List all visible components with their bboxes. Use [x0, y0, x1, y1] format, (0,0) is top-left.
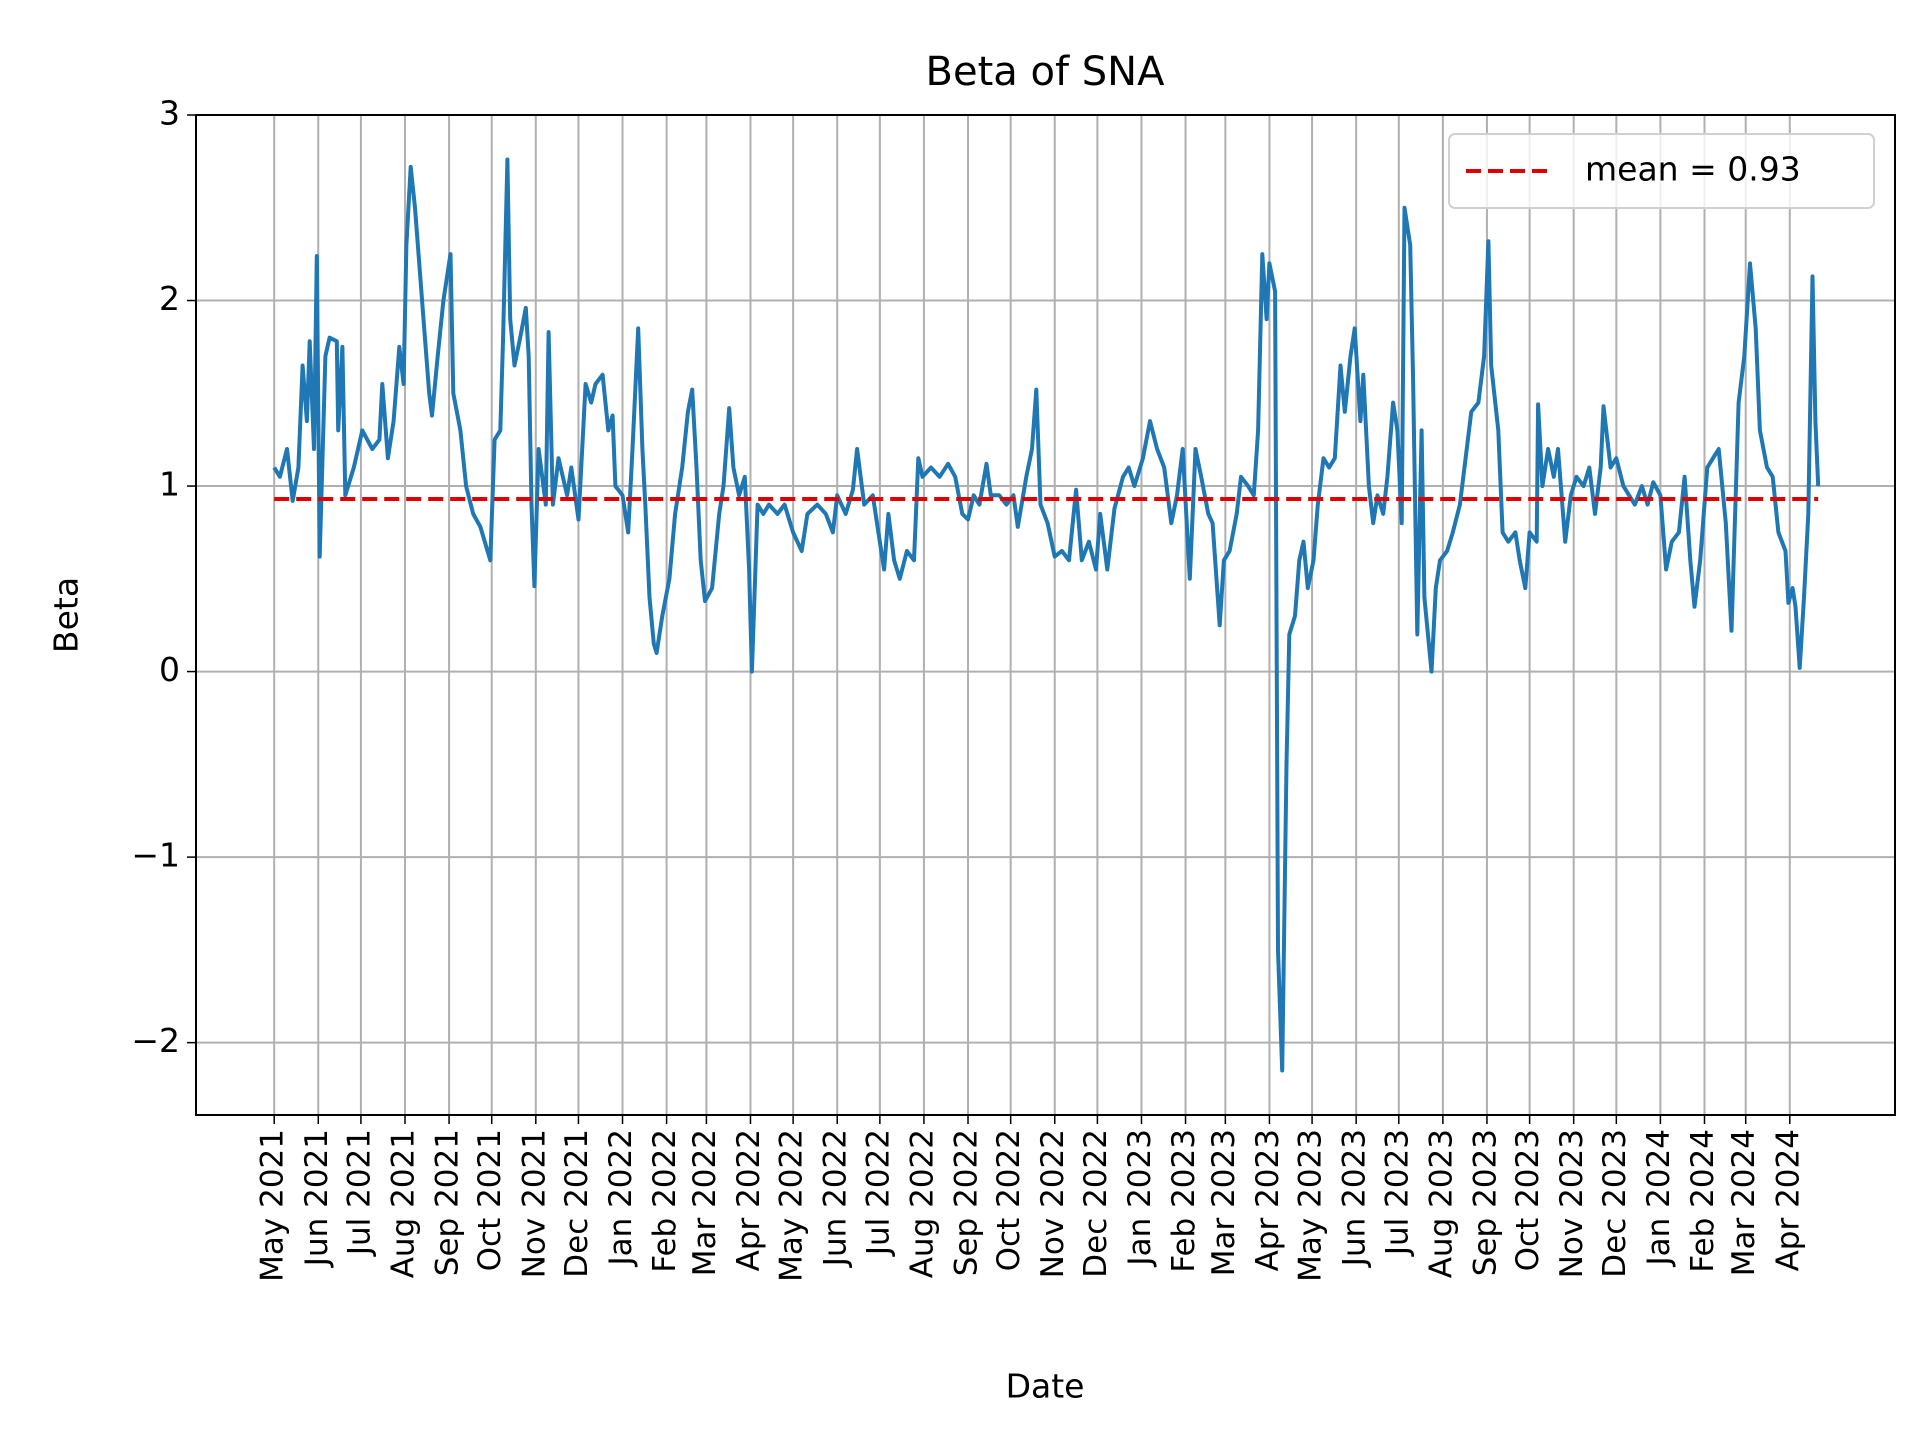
x-tick-label: Jan 2024: [1641, 1129, 1677, 1268]
x-tick-label: Apr 2024: [1770, 1129, 1806, 1271]
y-tick-label: −1: [131, 836, 180, 875]
legend-label: mean = 0.93: [1585, 150, 1801, 189]
x-tick-label: Oct 2021: [472, 1129, 508, 1271]
x-tick-label: Jul 2022: [860, 1129, 896, 1257]
legend-box: [1448, 133, 1875, 209]
y-tick-label: −2: [131, 1021, 180, 1060]
y-tick-label: 2: [159, 279, 180, 318]
plot-frame: [195, 114, 1896, 1116]
x-tick-label: Jul 2023: [1379, 1129, 1415, 1257]
x-tick-label: Nov 2021: [516, 1129, 552, 1278]
x-axis-label: Date: [1006, 1367, 1085, 1406]
x-tick-label: Oct 2023: [1510, 1129, 1546, 1271]
x-tick-label: Aug 2022: [904, 1129, 940, 1278]
y-tick-label: 3: [159, 94, 180, 133]
x-tick-label: Sep 2022: [949, 1129, 985, 1276]
x-tick-label: Jan 2023: [1122, 1129, 1158, 1268]
x-tick-label: Apr 2022: [731, 1129, 767, 1271]
x-tick-label: Mar 2023: [1206, 1129, 1242, 1276]
x-tick-label: Dec 2021: [559, 1129, 595, 1278]
x-tick-label: Oct 2022: [991, 1129, 1027, 1271]
y-tick-label: 0: [159, 650, 180, 689]
x-tick-label: Dec 2022: [1078, 1129, 1114, 1278]
x-tick-label: Feb 2022: [647, 1129, 683, 1273]
x-tick-label: Jun 2021: [299, 1129, 335, 1268]
x-tick-label: Feb 2024: [1685, 1129, 1721, 1273]
x-tick-label: May 2023: [1293, 1129, 1329, 1282]
x-tick-label: Jan 2022: [603, 1129, 639, 1268]
x-tick-label: Jul 2021: [341, 1129, 377, 1257]
x-tick-label: Sep 2023: [1467, 1129, 1503, 1276]
x-tick-label: Jun 2022: [818, 1129, 854, 1268]
x-tick-label: Dec 2023: [1597, 1129, 1633, 1278]
x-tick-label: Nov 2022: [1035, 1129, 1071, 1278]
y-tick-label: 1: [159, 465, 180, 504]
x-tick-label: Aug 2021: [385, 1129, 421, 1278]
y-axis-label: Beta: [47, 577, 86, 653]
data-line: [272, 157, 1821, 1073]
x-tick-label: Mar 2022: [687, 1129, 723, 1276]
x-tick-label: Apr 2023: [1250, 1129, 1286, 1271]
x-tick-label: Feb 2023: [1166, 1129, 1202, 1273]
x-tick-label: Jun 2023: [1337, 1129, 1373, 1268]
x-tick-label: Mar 2024: [1726, 1129, 1762, 1276]
x-tick-label: Nov 2023: [1554, 1129, 1590, 1278]
x-tick-label: Aug 2023: [1423, 1129, 1459, 1278]
x-tick-label: Sep 2021: [430, 1129, 466, 1276]
chart-title: Beta of SNA: [926, 49, 1166, 95]
x-tick-label: May 2022: [774, 1129, 810, 1282]
x-tick-label: May 2021: [255, 1129, 291, 1282]
